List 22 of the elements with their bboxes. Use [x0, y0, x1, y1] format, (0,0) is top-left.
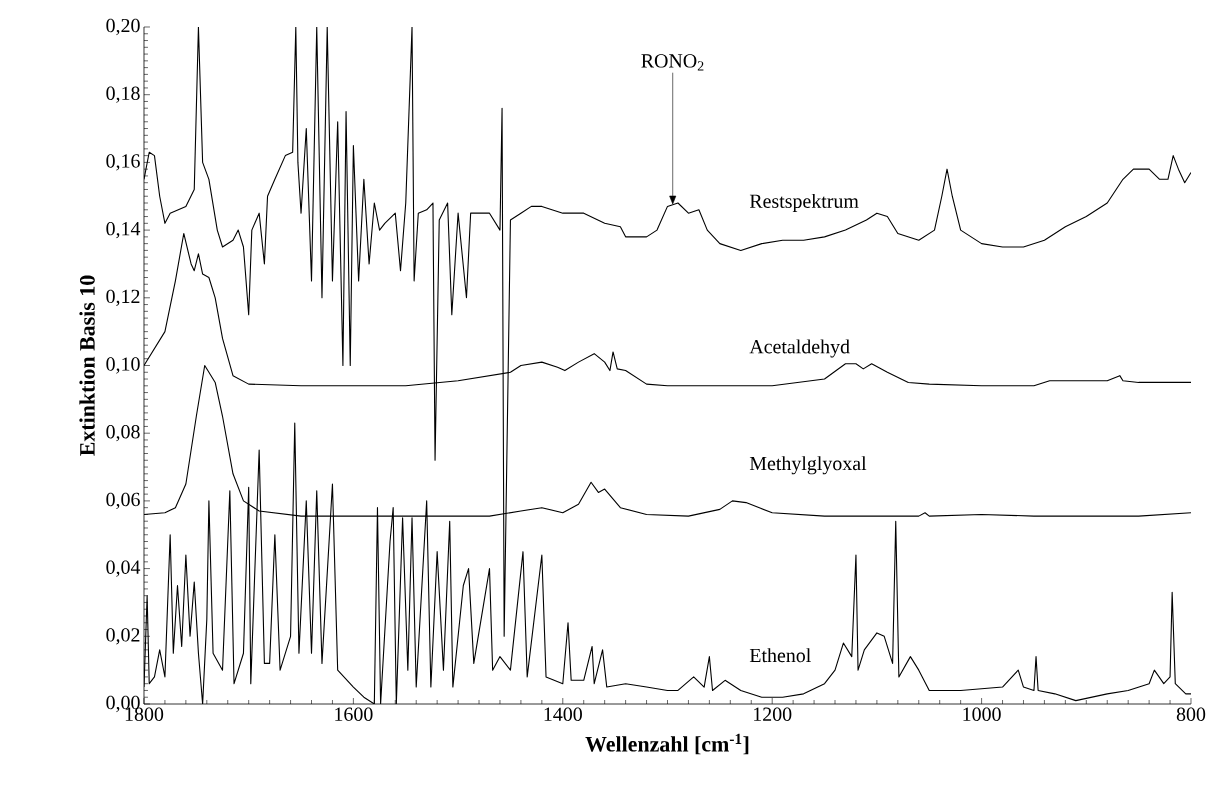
series-label: Methylglyoxal [749, 456, 867, 475]
x-tick-label: 1200 [754, 707, 792, 721]
x-axis-title: Wellenzahl [cm$^{-1}$] [585, 733, 749, 755]
x-tick-label: 1400 [544, 707, 582, 721]
x-tick-label: 800 [1176, 707, 1206, 721]
series-label: Acetaldehyd [749, 339, 850, 358]
y-tick-label: 0,08 [106, 425, 140, 442]
y-tick-label: 0,14 [106, 221, 141, 239]
y-tick-label: 0,02 [106, 628, 140, 645]
y-tick-label: 0,10 [106, 357, 140, 374]
y-tick-label: 0,18 [106, 86, 140, 103]
series-label: Restspektrum [749, 193, 859, 212]
annotation: RONO$_{2}$ [641, 54, 704, 71]
y-tick-label: 0,06 [106, 492, 140, 510]
y-tick-label: 0,12 [106, 289, 140, 306]
y-axis-title: Extinktion Basis 10 [79, 275, 95, 456]
y-tick-label: 0,04 [106, 560, 141, 577]
y-tick-label: 0,16 [106, 154, 140, 171]
y-tick-label: 0,20 [106, 18, 140, 36]
x-tick-label: 1600 [335, 707, 373, 721]
x-tick-label: 1000 [963, 707, 1001, 721]
series-label: Ethenol [749, 648, 811, 663]
